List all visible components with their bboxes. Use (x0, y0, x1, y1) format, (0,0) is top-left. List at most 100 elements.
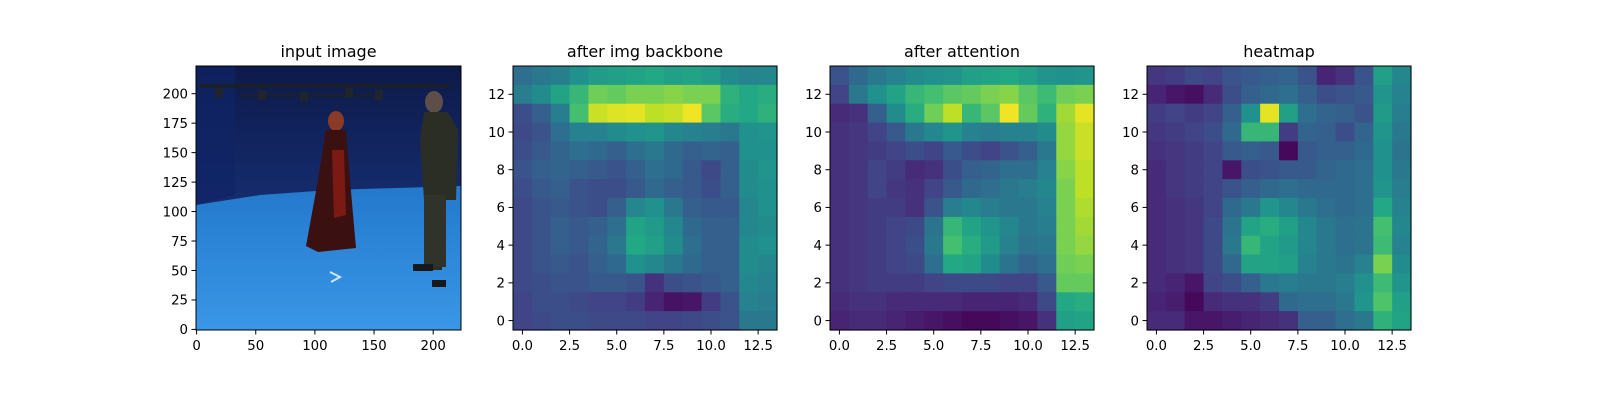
heatmap-cell (943, 254, 963, 275)
heatmap-cell (1392, 141, 1412, 161)
heatmap-cell (588, 292, 608, 312)
heatmap-cell (682, 235, 703, 256)
heatmap-cell (663, 84, 684, 105)
heatmap-cell (962, 84, 982, 105)
heatmap-cell (758, 66, 778, 86)
heatmap-cell (1037, 122, 1057, 143)
heatmap-cell (720, 254, 740, 275)
heatmap-cell (701, 103, 722, 124)
y-tick-label: 6 (1131, 201, 1139, 216)
heatmap-cell (1147, 198, 1167, 218)
heatmap-cell (663, 122, 684, 143)
heatmap-cell (980, 66, 1001, 86)
heatmap-cell (550, 292, 571, 312)
heatmap-cell (1354, 122, 1374, 143)
heatmap-cell (531, 311, 552, 331)
heatmap-cell (758, 179, 778, 199)
heatmap-cell (924, 235, 944, 256)
heatmap-cell (1165, 103, 1186, 124)
heatmap-cell (1056, 141, 1076, 161)
heatmap-cell (905, 103, 925, 124)
heatmap-cell (999, 103, 1020, 124)
heatmap-cell (1260, 122, 1280, 143)
heatmap-cell (1392, 160, 1412, 180)
heatmap-cell (720, 198, 740, 218)
photo-man-head (425, 91, 443, 113)
heatmap-cell (905, 292, 925, 312)
heatmap-cell (999, 66, 1020, 86)
heatmap-cell (569, 311, 590, 331)
heatmap-cell (943, 66, 963, 86)
heatmap-cell (626, 254, 646, 275)
heatmap-cell (720, 141, 740, 161)
photo-camera (258, 90, 266, 100)
heatmap-cell (848, 216, 869, 237)
heatmap-cell (980, 103, 1001, 124)
heatmap-cell (943, 273, 963, 293)
heatmap-cell (739, 292, 759, 312)
y-ticks: 0 25 50 75 100 125 150 175 200 (163, 87, 196, 338)
heatmap-cell (962, 292, 982, 312)
x-tick-label: 2.5 (876, 339, 897, 354)
heatmap-cell (1075, 122, 1095, 143)
heatmap-cell (1260, 141, 1280, 161)
heatmap-cell (1373, 311, 1393, 331)
heatmap-cell (1297, 103, 1318, 124)
y-tick-label: 175 (163, 117, 188, 132)
heatmap-cell (569, 198, 590, 218)
heatmap-cell (663, 141, 684, 161)
panel-title: after attention (904, 42, 1020, 61)
heatmap-cell (1260, 292, 1280, 312)
heatmap-cell (980, 311, 1001, 331)
heatmap-cell (701, 216, 722, 237)
heatmap-cell (943, 216, 963, 237)
heatmap-cell (1165, 292, 1186, 312)
heatmap-cell (848, 292, 869, 312)
heatmap-cell (848, 160, 869, 180)
heatmap-cell (999, 273, 1020, 293)
heatmap-cell (962, 122, 982, 143)
heatmap-cell (886, 311, 907, 331)
heatmap-cell (1373, 292, 1393, 312)
heatmap-cell (924, 311, 944, 331)
heatmap-cell (682, 254, 703, 275)
heatmap-cell (830, 254, 850, 275)
heatmap-cell (1056, 198, 1076, 218)
heatmap-cell (943, 160, 963, 180)
heatmap-cell (1260, 198, 1280, 218)
heatmap-cell (569, 122, 590, 143)
heatmap-cell (758, 254, 778, 275)
heatmap-cell (1147, 235, 1167, 256)
y-tick-label: 150 (163, 146, 188, 161)
heatmap-cell (1241, 198, 1261, 218)
x-tick-label: 5.0 (1240, 339, 1261, 354)
heatmap-cell (550, 311, 571, 331)
heatmap-cell (1075, 179, 1095, 199)
x-tick-label: 0 (192, 339, 200, 354)
heatmap-cell (569, 141, 590, 161)
heatmap-cell (758, 198, 778, 218)
heatmap-cell (645, 254, 665, 275)
heatmap-cell (1354, 216, 1374, 237)
heatmap-cell (1354, 273, 1374, 293)
heatmap-cell (1316, 254, 1337, 275)
heatmap-cell (1056, 292, 1076, 312)
heatmap-cell (1316, 198, 1337, 218)
heatmap-cell (1373, 160, 1393, 180)
heatmap-cell (1184, 141, 1205, 161)
heatmap-cell (626, 66, 646, 86)
heatmap-cell (1260, 311, 1280, 331)
heatmap-cell (830, 103, 850, 124)
heatmap-cell (1260, 216, 1280, 237)
heatmap-cell (1335, 66, 1356, 86)
heatmap-cell (645, 122, 665, 143)
heatmap-cell (1392, 179, 1412, 199)
heatmap-cell (1241, 66, 1261, 86)
heatmap-cell (1279, 292, 1299, 312)
heatmap-cell (867, 84, 888, 105)
heatmap-cell (531, 84, 552, 105)
heatmap-cell (607, 235, 627, 256)
heatmap-cell (1373, 254, 1393, 275)
heatmap-cell (513, 84, 533, 105)
heatmap-cell (720, 179, 740, 199)
